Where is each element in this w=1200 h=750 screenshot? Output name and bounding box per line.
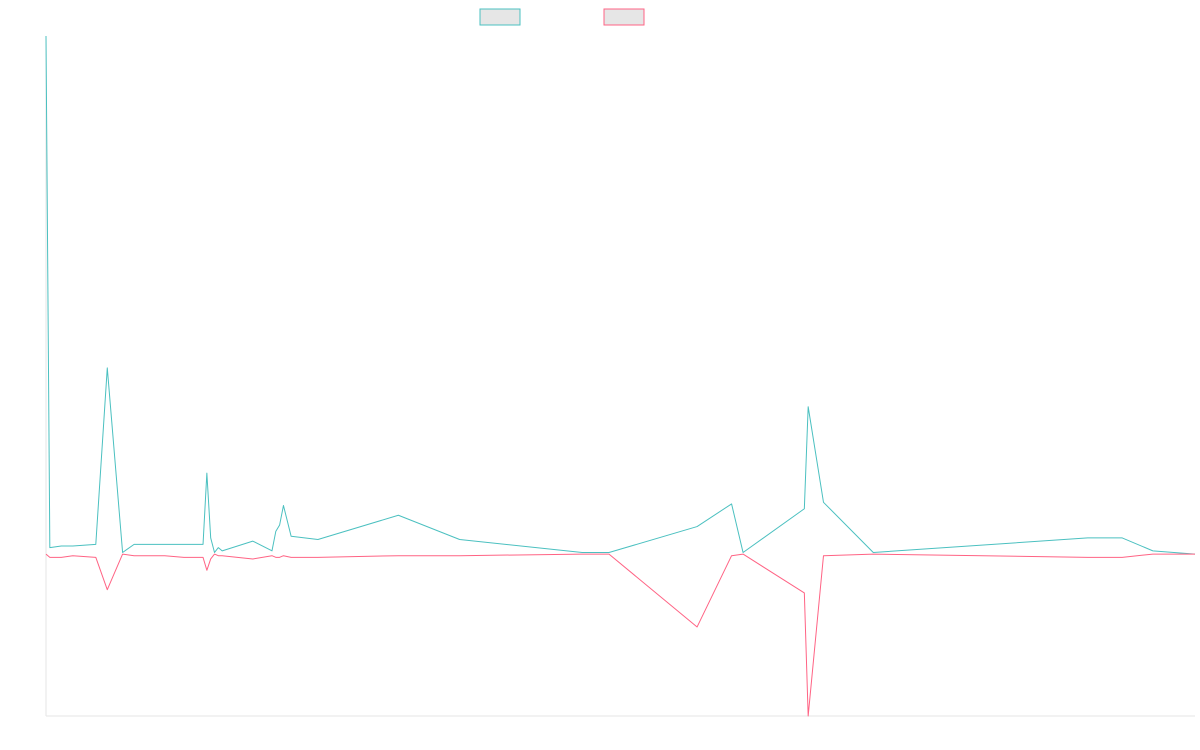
series-layer: [45, 35, 1196, 717]
legend-swatch-2[interactable]: [603, 8, 645, 26]
series-line-2: [45, 553, 1195, 717]
legend-swatch-1[interactable]: [479, 8, 521, 26]
series-line-1: [45, 35, 1196, 555]
legend: [479, 8, 645, 26]
